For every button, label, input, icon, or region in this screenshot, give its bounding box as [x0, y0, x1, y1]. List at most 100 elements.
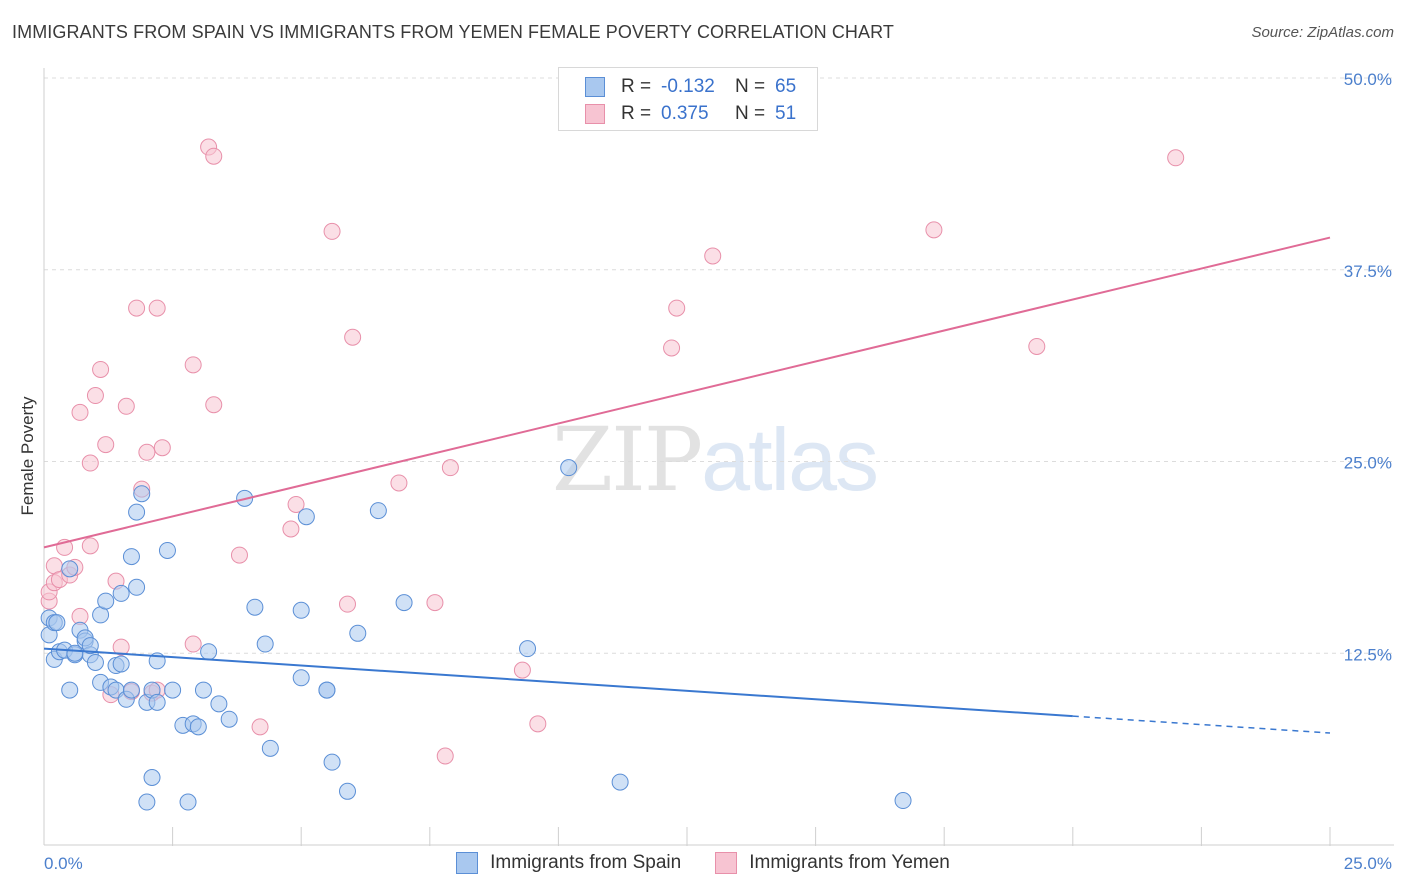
yemen-trend-line: [43, 236, 1331, 549]
spain-point: [61, 681, 79, 699]
legend-n-label: N =: [735, 103, 766, 124]
legend-r-value-yemen: 0.375: [661, 103, 709, 124]
spain-trend-extension: [1072, 715, 1331, 734]
spain-point: [611, 773, 629, 791]
spain-point: [194, 681, 212, 699]
spain-point: [112, 584, 130, 602]
legend-r-value-spain: -0.132: [661, 76, 715, 97]
spain-point: [297, 508, 315, 526]
yemen-point: [184, 635, 202, 653]
correlation-legend: R = -0.132 N = 65 R = 0.375 N = 51: [558, 67, 818, 131]
legend-row-spain: R = -0.132 N = 65: [585, 76, 796, 98]
spain-point: [395, 594, 413, 612]
yemen-point: [205, 396, 223, 414]
spain-point: [128, 503, 146, 521]
spain-point: [200, 643, 218, 661]
yemen-point: [668, 299, 686, 317]
spain-point: [148, 693, 166, 711]
yemen-point: [138, 443, 156, 461]
y-tick-label: 12.5%: [1344, 645, 1392, 664]
yemen-point: [97, 436, 115, 454]
spain-point: [519, 640, 537, 658]
spain-point: [256, 635, 274, 653]
spain-point: [128, 578, 146, 596]
yemen-point: [1167, 149, 1185, 167]
spain-point: [323, 753, 341, 771]
yemen-point: [344, 328, 362, 346]
y-tick-label: 50.0%: [1344, 70, 1392, 89]
spain-point: [48, 614, 66, 632]
yemen-point: [205, 147, 223, 165]
yemen-point: [112, 638, 130, 656]
yemen-point: [704, 247, 722, 265]
spain-point: [318, 681, 336, 699]
spain-point: [894, 792, 912, 810]
chart-title: IMMIGRANTS FROM SPAIN VS IMMIGRANTS FROM…: [12, 22, 894, 42]
yemen-point: [230, 546, 248, 564]
x-tick-label: 25.0%: [1344, 854, 1392, 873]
spain-point: [122, 548, 140, 566]
spain-point: [349, 624, 367, 642]
yemen-point: [86, 387, 104, 405]
series-legend: Immigrants from Spain Immigrants from Ye…: [0, 852, 1406, 874]
spain-point: [61, 560, 79, 578]
legend-r-label: R =: [621, 76, 652, 97]
spain-point: [292, 601, 310, 619]
legend-item-spain: Immigrants from Spain: [456, 852, 681, 874]
yemen-point: [117, 397, 135, 415]
yemen-point: [925, 221, 943, 239]
legend-row-yemen: R = 0.375 N = 51: [585, 103, 796, 125]
legend-n-value-spain: 65: [775, 76, 797, 97]
spain-point: [143, 769, 161, 787]
watermark-atlas: atlas: [701, 410, 879, 509]
yemen-point: [282, 520, 300, 538]
legend-r-label: R =: [621, 103, 652, 124]
yemen-point: [529, 715, 547, 733]
spain-point: [81, 637, 99, 655]
yemen-point: [338, 595, 356, 613]
spain-point: [261, 739, 279, 757]
yemen-swatch: [585, 104, 605, 124]
yemen-point: [663, 339, 681, 357]
yemen-point: [81, 454, 99, 472]
yemen-point: [128, 299, 146, 317]
spain-point: [66, 644, 84, 662]
legend-n-label: N =: [735, 76, 766, 97]
spain-point: [189, 718, 207, 736]
spain-point: [179, 793, 197, 811]
y-tick-label: 25.0%: [1344, 454, 1392, 473]
yemen-point: [426, 594, 444, 612]
spain-legend-swatch: [456, 852, 479, 874]
yemen-point: [390, 474, 408, 492]
spain-swatch: [585, 77, 605, 97]
yemen-point: [287, 495, 305, 513]
spain-point: [210, 695, 228, 713]
spain-point: [86, 653, 104, 671]
spain-point: [338, 782, 356, 800]
spain-point: [138, 793, 156, 811]
legend-item-yemen: Immigrants from Yemen: [715, 852, 950, 874]
spain-point: [112, 655, 130, 673]
spain-point: [369, 502, 387, 520]
spain-point: [246, 598, 264, 616]
spain-point: [292, 669, 310, 687]
watermark-zip: ZIP: [552, 408, 703, 511]
yemen-legend-swatch: [715, 852, 738, 874]
yemen-point: [92, 360, 110, 378]
legend-label-spain: Immigrants from Spain: [490, 852, 682, 873]
yemen-point: [71, 403, 89, 421]
legend-label-yemen: Immigrants from Yemen: [749, 852, 950, 873]
yemen-point: [1028, 337, 1046, 355]
yemen-point: [513, 661, 531, 679]
yemen-point: [148, 299, 166, 317]
spain-point: [122, 681, 140, 699]
legend-n-value-yemen: 51: [775, 103, 797, 124]
yemen-point: [81, 537, 99, 555]
yemen-point: [153, 439, 171, 457]
spain-trend-line: [43, 647, 1073, 718]
yemen-point: [251, 718, 269, 736]
spain-point: [164, 681, 182, 699]
spain-point: [158, 541, 176, 559]
spain-point: [560, 459, 578, 477]
